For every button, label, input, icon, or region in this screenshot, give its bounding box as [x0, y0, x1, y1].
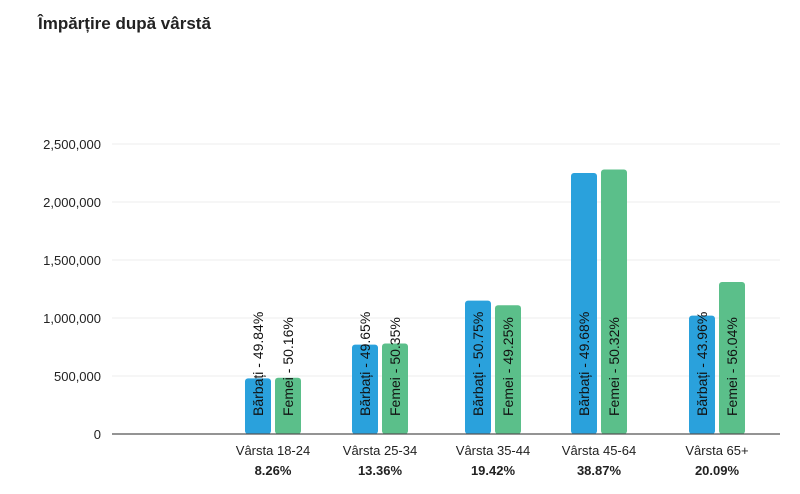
x-category-label: Vârsta 25-34: [343, 443, 417, 458]
y-tick-label: 2,500,000: [43, 137, 101, 152]
bar-femei: [382, 343, 408, 434]
category-share-label: 20.09%: [695, 463, 740, 478]
bar-data-label: Femei - 49.25%: [500, 317, 516, 416]
bar-data-label: Femei - 50.35%: [387, 317, 403, 416]
bar-femei: [719, 282, 745, 434]
bar-barbati: [689, 315, 715, 434]
chart-title: Împărțire după vârstă: [38, 14, 211, 33]
x-category-label: Vârsta 18-24: [236, 443, 310, 458]
bar-data-label: Bărbați - 43.96%: [694, 312, 710, 416]
y-tick-label: 2,000,000: [43, 195, 101, 210]
category-share-label: 19.42%: [471, 463, 516, 478]
x-category-label: Vârsta 65+: [685, 443, 748, 458]
bar-data-label: Femei - 50.32%: [606, 317, 622, 416]
bar-barbati: [465, 300, 491, 434]
bar-femei: [495, 305, 521, 434]
y-tick-label: 1,500,000: [43, 253, 101, 268]
x-category-label: Vârsta 35-44: [456, 443, 530, 458]
category-labels: Vârsta 18-24 8.26% Vârsta 25-34 13.36% Vârst…: [236, 443, 749, 478]
bar-data-label: Bărbați - 49.65%: [357, 312, 373, 416]
gridlines: [112, 143, 780, 377]
bar-data-label: Femei - 50.16%: [280, 317, 296, 416]
bar-barbati: [245, 378, 271, 434]
x-category-label: Vârsta 45-64: [562, 443, 636, 458]
y-tick-label: 0: [94, 427, 101, 442]
bar-data-label: Bărbați - 49.84%: [250, 312, 266, 416]
category-share-label: 8.26%: [255, 463, 292, 478]
bar-data-label: Bărbați - 49.68%: [576, 312, 592, 416]
bars: Bărbați - 49.84% Femei - 50.16% Bărbați - …: [245, 169, 745, 434]
category-share-label: 38.87%: [577, 463, 622, 478]
y-tick-label: 1,000,000: [43, 311, 101, 326]
bar-femei: [275, 377, 301, 434]
bar-barbati: [352, 344, 378, 434]
category-share-label: 13.36%: [358, 463, 403, 478]
bar-femei: [601, 169, 627, 434]
bar-data-label: Femei - 56.04%: [724, 317, 740, 416]
y-tick-label: 500,000: [54, 369, 101, 384]
bar-barbati: [571, 173, 597, 434]
y-axis-ticks: 0 500,000 1,000,000 1,500,000 2,000,000 2,500…: [43, 137, 101, 442]
bar-data-label: Bărbați - 50.75%: [470, 312, 486, 416]
